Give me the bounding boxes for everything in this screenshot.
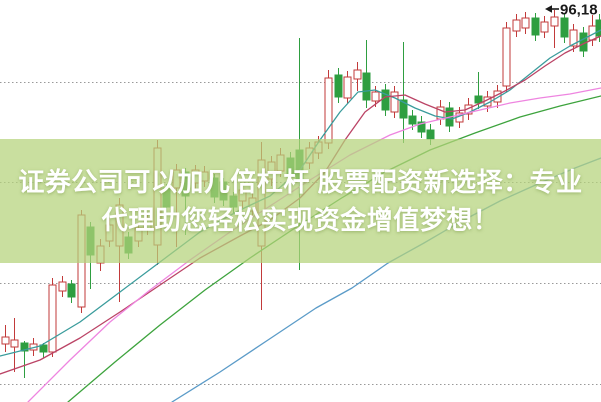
- bull-candle: [390, 86, 399, 118]
- bull-candle: [569, 24, 578, 52]
- bull-candle: [353, 62, 362, 91]
- bull-candle: [540, 16, 549, 38]
- promo-text-line2: 代理助您轻松实现资金增值梦想！: [101, 205, 500, 235]
- bull-candle: [48, 278, 57, 357]
- bear-candle: [531, 13, 540, 41]
- bull-candle: [324, 70, 333, 149]
- bear-candle: [399, 42, 408, 143]
- bear-candle: [362, 40, 371, 108]
- promo-text-line1: 证券公司可以加几倍杠杆 股票配资新选择：专业: [18, 167, 583, 197]
- bear-candle: [474, 72, 483, 109]
- bear-candle: [334, 68, 343, 103]
- bull-candle: [502, 22, 511, 92]
- bear-candle: [20, 341, 29, 378]
- bear-candle: [381, 84, 390, 116]
- bull-candle: [512, 14, 521, 37]
- bear-candle: [417, 116, 426, 138]
- annotation-arrow-icon: [545, 5, 552, 13]
- price-annotation: 96,18: [545, 2, 598, 19]
- bear-candle: [67, 280, 76, 303]
- bull-candle: [10, 318, 19, 372]
- bull-candle: [58, 276, 67, 297]
- bear-candle: [39, 343, 48, 358]
- bull-candle: [1, 325, 10, 352]
- bull-candle: [550, 10, 559, 48]
- ma-line-ma-fast-teal: [0, 29, 601, 357]
- bull-candle: [521, 12, 530, 34]
- bull-candle: [343, 71, 352, 104]
- bear-candle: [560, 13, 569, 43]
- annotation-price-label: 96,18: [560, 2, 598, 19]
- promo-overlay-banner: 证券公司可以加几倍杠杆 股票配资新选择：专业 代理助您轻松实现资金增值梦想！: [0, 139, 601, 263]
- ma-line-ma-mid-crimson: [0, 35, 601, 375]
- bull-candle: [436, 100, 445, 125]
